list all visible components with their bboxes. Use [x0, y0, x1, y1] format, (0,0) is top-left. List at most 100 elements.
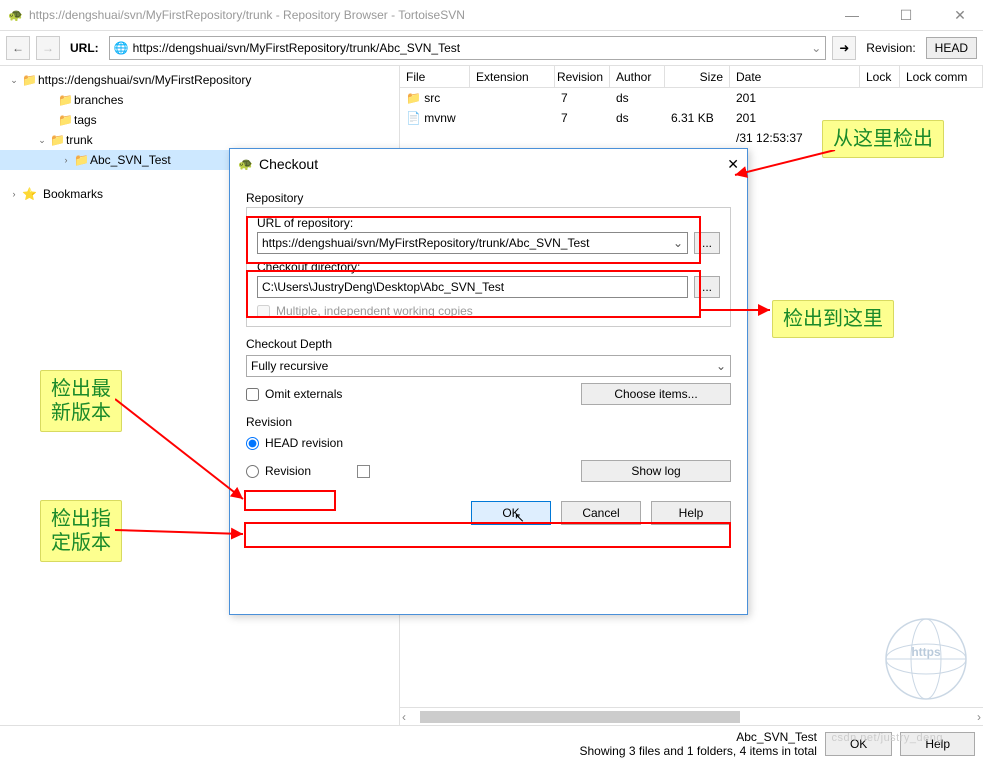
- omit-externals-label: Omit externals: [265, 387, 342, 401]
- dropdown-icon[interactable]: ⌄: [716, 359, 726, 373]
- list-item[interactable]: 📁 src7ds201: [400, 88, 983, 108]
- checkout-dir-label: Checkout directory:: [257, 260, 720, 274]
- head-revision-radio[interactable]: HEAD revision: [246, 431, 731, 455]
- expander-icon[interactable]: ⌄: [8, 75, 20, 86]
- tree-label: tags: [74, 113, 97, 127]
- dialog-close-button[interactable]: ✕: [727, 156, 739, 173]
- chrome-icon: 🌐: [114, 41, 129, 55]
- expander-icon[interactable]: ⌄: [36, 135, 48, 146]
- status-text: Abc_SVN_Test Showing 3 files and 1 folde…: [580, 730, 817, 758]
- col-lockcomm[interactable]: Lock comm: [900, 66, 983, 87]
- col-lock[interactable]: Lock: [860, 66, 900, 87]
- dropdown-icon[interactable]: ⌄: [811, 41, 821, 55]
- tree-row[interactable]: 📁tags: [0, 110, 399, 130]
- url-input[interactable]: [133, 41, 808, 55]
- url-of-repo-label: URL of repository:: [257, 216, 720, 230]
- nav-back-button[interactable]: ←: [6, 36, 30, 60]
- scroll-left-icon[interactable]: ‹: [402, 710, 406, 724]
- list-header: File Extension Revision Author Size Date…: [400, 66, 983, 88]
- dialog-buttons: OK↖ Cancel Help: [246, 501, 731, 525]
- folder-icon: 📁: [58, 93, 72, 107]
- tree-label: trunk: [66, 133, 93, 147]
- browse-dir-button[interactable]: ...: [694, 276, 720, 298]
- repo-url-combobox[interactable]: https://dengshuai/svn/MyFirstRepository/…: [257, 232, 688, 254]
- go-button[interactable]: ➜: [832, 36, 856, 60]
- repository-group-label: Repository: [246, 191, 731, 205]
- tree-label: branches: [74, 93, 123, 107]
- window-controls: — ☐ ✕: [837, 7, 975, 24]
- annotation: 从这里检出: [822, 120, 944, 158]
- repository-group: URL of repository: https://dengshuai/svn…: [246, 207, 731, 327]
- horizontal-scrollbar[interactable]: ‹ ›: [400, 707, 983, 725]
- revision-group-label: Revision: [246, 415, 731, 429]
- dialog-icon: 🐢: [238, 157, 253, 171]
- tree-label: https://dengshuai/svn/MyFirstRepository: [38, 73, 251, 87]
- show-log-button[interactable]: Show log: [581, 460, 731, 482]
- globe-text: https: [911, 645, 941, 659]
- browse-repo-button[interactable]: ...: [694, 232, 720, 254]
- dropdown-icon[interactable]: ⌄: [673, 236, 683, 250]
- col-ext[interactable]: Extension: [470, 66, 555, 87]
- annotation: 检出到这里: [772, 300, 894, 338]
- tree-row[interactable]: ⌄📁https://dengshuai/svn/MyFirstRepositor…: [0, 70, 399, 90]
- dialog-titlebar: 🐢 Checkout ✕: [230, 149, 747, 179]
- tree-row[interactable]: 📁branches: [0, 90, 399, 110]
- expander-icon[interactable]: ›: [60, 155, 72, 165]
- file-icon: 📄: [406, 111, 421, 125]
- window-title: https://dengshuai/svn/MyFirstRepository/…: [29, 8, 465, 22]
- tree-row[interactable]: ⌄📁trunk: [0, 130, 399, 150]
- depth-group: Fully recursive ⌄ Omit externals Choose i…: [246, 355, 731, 405]
- file-name: src: [424, 91, 440, 105]
- minimize-button[interactable]: —: [837, 7, 867, 24]
- folder-icon: 📁: [22, 73, 36, 87]
- revision-label: Revision: [265, 464, 311, 478]
- window-titlebar: 🐢 https://dengshuai/svn/MyFirstRepositor…: [0, 0, 983, 30]
- multiple-copies-label: Multiple, independent working copies: [276, 304, 473, 318]
- expander-icon[interactable]: ›: [8, 189, 20, 199]
- url-combobox[interactable]: 🌐 ⌄: [109, 36, 827, 60]
- col-size[interactable]: Size: [665, 66, 730, 87]
- checkout-dir-input[interactable]: C:\Users\JustryDeng\Desktop\Abc_SVN_Test: [257, 276, 688, 298]
- annotation: 检出最 新版本: [40, 370, 122, 432]
- revision-group: HEAD revision Revision Show log: [246, 431, 731, 483]
- maximize-button[interactable]: ☐: [891, 7, 921, 24]
- col-auth[interactable]: Author: [610, 66, 665, 87]
- choose-items-button[interactable]: Choose items...: [581, 383, 731, 405]
- multiple-copies-checkbox[interactable]: Multiple, independent working copies: [257, 304, 720, 318]
- toolbar: ← → URL: 🌐 ⌄ ➜ Revision: HEAD: [0, 30, 983, 66]
- globe-watermark-icon: https: [881, 614, 971, 704]
- dialog-title: Checkout: [259, 156, 318, 172]
- revision-radio[interactable]: Revision Show log: [246, 459, 731, 483]
- checkbox-input[interactable]: [246, 388, 259, 401]
- head-button[interactable]: HEAD: [926, 37, 977, 59]
- folder-icon: 📁: [74, 153, 88, 167]
- help-button[interactable]: Help: [651, 501, 731, 525]
- col-file[interactable]: File: [400, 66, 470, 87]
- star-icon: ⭐: [22, 187, 37, 201]
- radio-input[interactable]: [246, 437, 259, 450]
- revision-input[interactable]: [357, 465, 370, 478]
- status-line1: Abc_SVN_Test: [580, 730, 817, 744]
- folder-icon: 📁: [50, 133, 64, 147]
- col-rev[interactable]: Revision: [555, 66, 610, 87]
- depth-combobox[interactable]: Fully recursive ⌄: [246, 355, 731, 377]
- scroll-right-icon[interactable]: ›: [977, 710, 981, 724]
- checkout-dialog: 🐢 Checkout ✕ Repository URL of repositor…: [229, 148, 748, 615]
- revision-label: Revision:: [866, 41, 915, 55]
- folder-icon: 📁: [406, 91, 421, 105]
- cancel-button[interactable]: Cancel: [561, 501, 641, 525]
- close-button[interactable]: ✕: [945, 7, 975, 24]
- scroll-thumb[interactable]: [420, 711, 740, 723]
- ok-button[interactable]: OK↖: [471, 501, 551, 525]
- app-icon: 🐢: [8, 8, 23, 22]
- file-name: mvnw: [424, 111, 455, 125]
- depth-value: Fully recursive: [251, 359, 328, 373]
- col-date[interactable]: Date: [730, 66, 860, 87]
- nav-forward-button[interactable]: →: [36, 36, 60, 60]
- repo-url-value: https://dengshuai/svn/MyFirstRepository/…: [262, 236, 589, 250]
- omit-externals-checkbox[interactable]: Omit externals: [246, 387, 342, 401]
- tree-label: Abc_SVN_Test: [90, 153, 171, 167]
- annotation: 检出指 定版本: [40, 500, 122, 562]
- folder-icon: 📁: [58, 113, 72, 127]
- radio-input[interactable]: [246, 465, 259, 478]
